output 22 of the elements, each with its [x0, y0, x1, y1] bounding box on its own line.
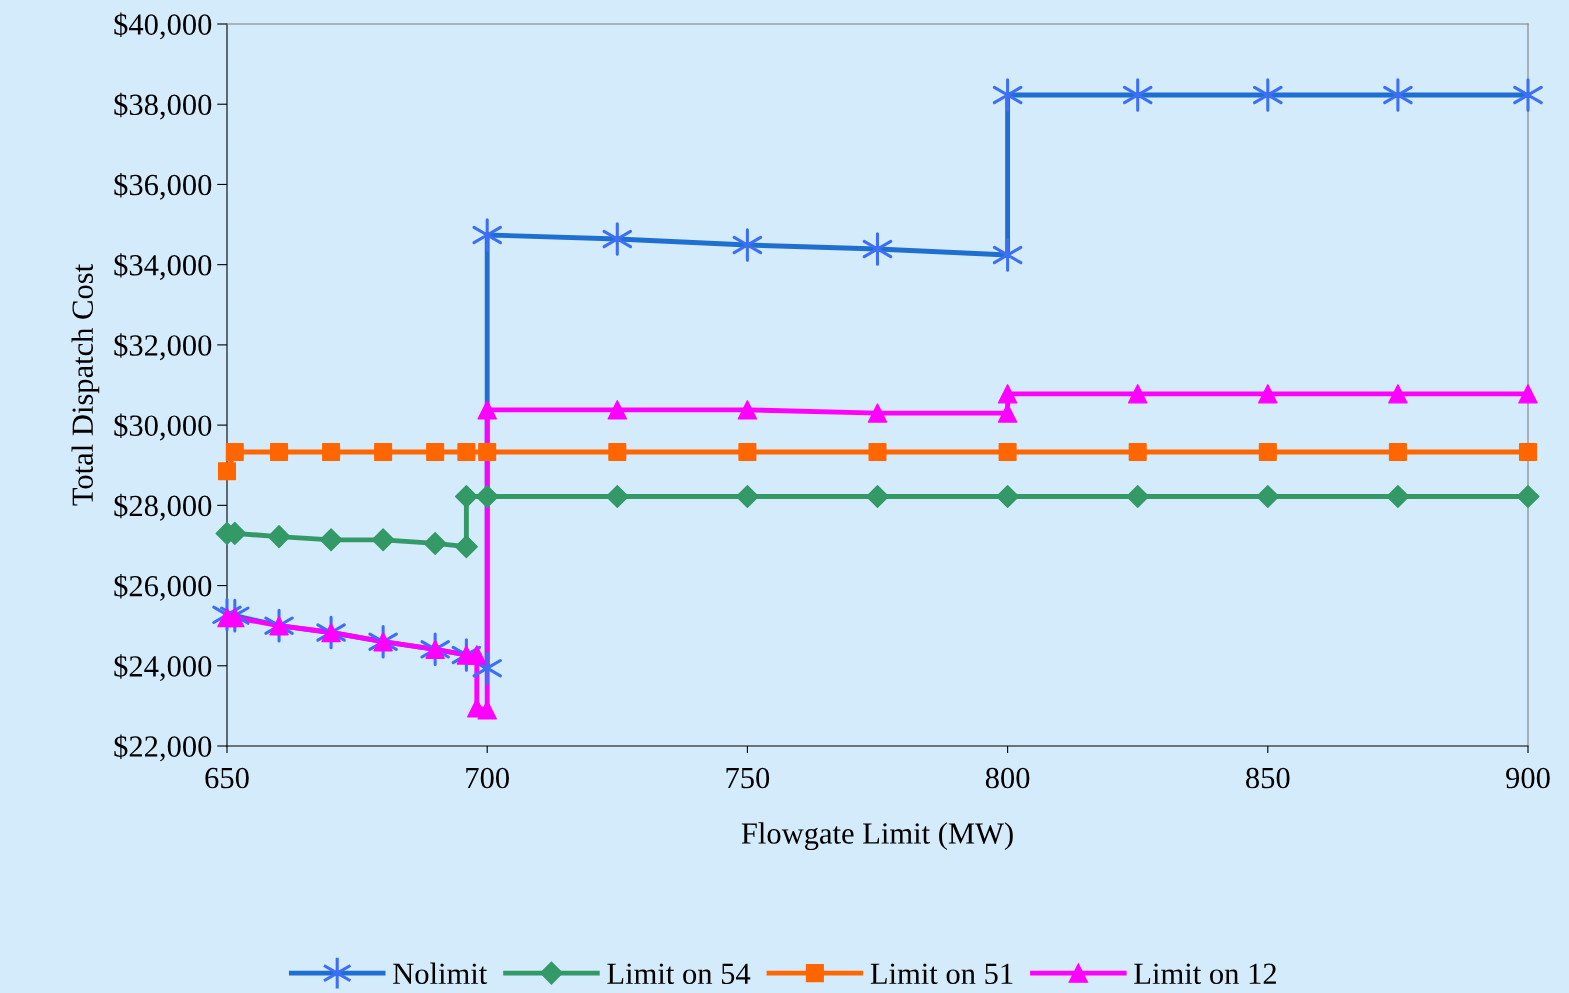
x-tick-label: 900 — [1506, 767, 1550, 789]
x-tick-label: 800 — [985, 767, 1030, 789]
y-tick-label: $22,000 — [114, 734, 212, 762]
y-tick-label: $34,000 — [114, 253, 212, 280]
y-tick-label: $30,000 — [114, 413, 212, 441]
y-tick-label: $24,000 — [114, 654, 212, 682]
y-tick-label: $38,000 — [114, 92, 212, 120]
legend-label: Limit on 54 — [607, 963, 751, 985]
y-tick-label: $40,000 — [114, 12, 212, 40]
x-tick-label: 650 — [205, 767, 249, 789]
y-tick-label: $36,000 — [114, 172, 212, 200]
legend-label: Nolimit — [393, 962, 488, 985]
legend-label: Limit on 51 — [870, 963, 1013, 985]
x-tick-label: 700 — [466, 767, 509, 789]
x-axis-title: Flowgate Limit (MW) — [741, 822, 1013, 851]
y-tick-label: $26,000 — [114, 574, 212, 601]
y-tick-label: $32,000 — [114, 333, 212, 361]
x-tick-label: 850 — [1246, 767, 1290, 789]
y-tick-label: $28,000 — [114, 493, 212, 521]
y-axis-title: Total Dispatch Cost — [71, 264, 100, 506]
x-tick-label: 750 — [726, 767, 770, 789]
legend-label: Limit on 12 — [1134, 963, 1276, 985]
